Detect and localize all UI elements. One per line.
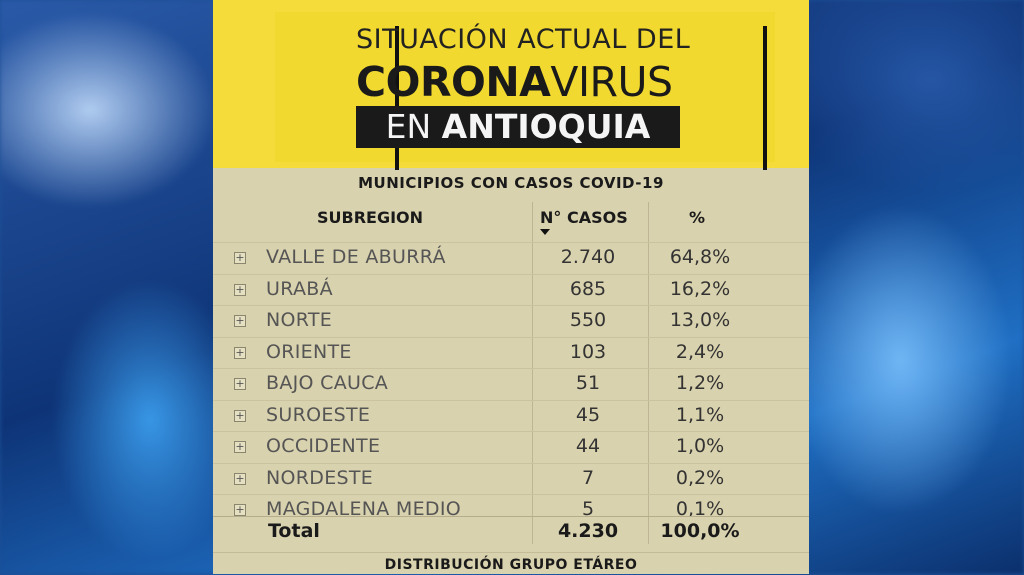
next-section-strip [213, 552, 809, 575]
expand-icon[interactable]: + [234, 408, 246, 422]
subregion-name: SUROESTE [266, 403, 371, 426]
expand-icon[interactable]: + [234, 345, 246, 359]
percent-value: 0,2% [675, 466, 725, 489]
percent-value: 16,2% [669, 277, 731, 300]
column-divider [648, 202, 649, 544]
percent-value: 0,1% [675, 498, 725, 520]
cases-value: 7 [581, 466, 595, 489]
cases-value: 45 [575, 403, 601, 426]
subregion-name: MAGDALENA MEDIO [266, 498, 462, 520]
total-percent: 100,0% [660, 520, 740, 542]
percent-value: 64,8% [669, 246, 731, 268]
table-body: + VALLE DE ABURRÁ 2.740 64,8% + URABÁ 68… [213, 242, 809, 526]
percent-value: 2,4% [675, 340, 725, 363]
subregion-name: OCCIDENTE [266, 435, 381, 457]
percent-value: 1,0% [675, 435, 725, 457]
column-header-cases[interactable]: N° CASOS [540, 208, 628, 227]
table-row: + NORDESTE 7 0,2% [213, 462, 809, 495]
title-antioquia: ANTIOQUIA [441, 107, 651, 146]
table-row: + BAJO CAUCA 51 1,2% [213, 368, 809, 400]
expand-icon[interactable]: + [234, 251, 246, 264]
column-header-subregion[interactable]: SUBREGION [317, 208, 424, 227]
total-row: Total 4.230 100,0% [213, 516, 809, 549]
subregion-name: URABÁ [266, 277, 333, 300]
subregion-name: VALLE DE ABURRÁ [266, 246, 446, 268]
expand-icon[interactable]: + [234, 503, 246, 516]
infographic-panel: SITUACIÓN ACTUAL DEL CORONAVIRUS EN ANTI… [213, 0, 809, 574]
title-line-3: EN ANTIOQUIA [356, 106, 680, 148]
percent-value: 13,0% [669, 309, 731, 331]
subregion-name: NORTE [266, 309, 333, 331]
table-row: + ORIENTE 103 2,4% [213, 336, 809, 369]
column-header-percent[interactable]: % [689, 208, 706, 227]
expand-icon[interactable]: + [234, 377, 246, 390]
title-left-bar [395, 26, 399, 170]
table-row: + SUROESTE 45 1,1% [213, 399, 809, 432]
cases-value: 51 [575, 372, 601, 394]
sort-descending-icon[interactable] [540, 229, 550, 235]
table-row: + NORTE 550 13,0% [213, 305, 809, 337]
table-row: + OCCIDENTE 44 1,0% [213, 431, 809, 463]
title-right-bar [763, 26, 767, 170]
total-label: Total [268, 520, 320, 542]
title-line-1: SITUACIÓN ACTUAL DEL [356, 24, 691, 55]
expand-icon[interactable]: + [234, 440, 246, 453]
cases-value: 2.740 [560, 246, 616, 268]
title-corona: CORONA [356, 58, 551, 106]
percent-value: 1,2% [675, 372, 725, 394]
total-cases: 4.230 [557, 520, 619, 542]
table-title: MUNICIPIOS CON CASOS COVID-19 [358, 174, 664, 192]
title-virus: VIRUS [550, 58, 673, 106]
title-header: SITUACIÓN ACTUAL DEL CORONAVIRUS EN ANTI… [213, 0, 809, 170]
expand-icon[interactable]: + [234, 282, 246, 296]
expand-icon[interactable]: + [234, 314, 246, 327]
cases-value: 103 [569, 340, 607, 363]
subregion-name: BAJO CAUCA [266, 372, 389, 394]
subregion-name: NORDESTE [266, 466, 374, 489]
table-row: + VALLE DE ABURRÁ 2.740 64,8% [213, 242, 809, 274]
table-row: + MAGDALENA MEDIO 5 0,1% [213, 494, 809, 526]
next-section-title: DISTRIBUCIÓN GRUPO ETÁREO [384, 557, 638, 573]
expand-icon[interactable]: + [234, 471, 246, 485]
column-divider [532, 202, 533, 544]
title-line-2: CORONAVIRUS [356, 58, 673, 106]
subregion-name: ORIENTE [266, 340, 352, 363]
percent-value: 1,1% [675, 403, 725, 426]
cases-value: 44 [575, 435, 601, 457]
cases-value: 550 [569, 309, 607, 331]
cases-value: 685 [569, 277, 607, 300]
title-en: EN [385, 107, 442, 146]
cases-value: 5 [581, 498, 595, 520]
table-row: + URABÁ 685 16,2% [213, 273, 809, 306]
